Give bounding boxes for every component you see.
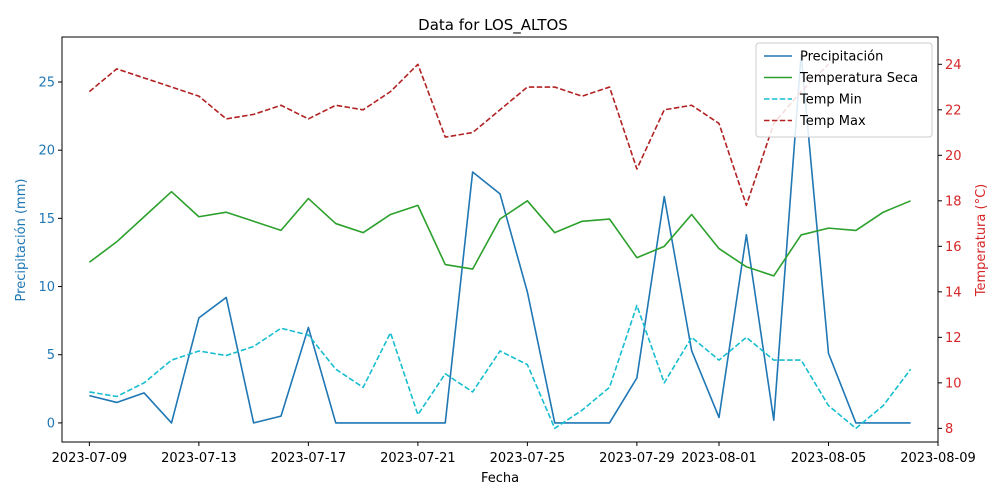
x-axis-label: Fecha: [481, 471, 519, 486]
x-tick-label-7: 2023-08-05: [791, 451, 867, 466]
right-y-tick-label-4: 16: [945, 240, 962, 255]
series-line-2: [89, 304, 912, 430]
right-y-tick-label-7: 22: [945, 103, 962, 118]
x-tick-label-0: 2023-07-09: [52, 451, 128, 466]
x-tick-label-2: 2023-07-17: [271, 451, 347, 466]
legend-label-3: Temp Max: [799, 114, 866, 129]
legend-label-0: Precipitación: [800, 50, 883, 65]
legend-label-1: Temperatura Seca: [799, 71, 918, 86]
series-line-0: [89, 53, 911, 424]
left-y-tick-label-1: 5: [47, 348, 55, 363]
x-tick-label-8: 2023-08-09: [900, 451, 976, 466]
right-y-tick-label-8: 24: [945, 58, 962, 73]
right-y-tick-label-5: 18: [945, 194, 962, 209]
left-y-axis: 0 5 10 15 20 25: [38, 76, 62, 431]
x-tick-label-1: 2023-07-13: [161, 451, 237, 466]
legend-box: [755, 42, 933, 138]
left-y-tick-label-3: 15: [38, 212, 55, 227]
series-line-3: [88, 63, 830, 207]
right-y-tick-label-2: 12: [945, 331, 962, 346]
legend-label-2: Temp Min: [799, 93, 862, 108]
right-y-tick-label-0: 8: [945, 422, 953, 437]
right-y-tick-label-6: 20: [945, 149, 962, 164]
left-y-tick-label-5: 25: [38, 76, 55, 91]
x-axis: 2023-07-09 2023-07-13 2023-07-17 2023-07-21…: [52, 442, 976, 466]
legend: Precipitación Temperatura Seca Temp Min Tem…: [755, 42, 933, 138]
x-tick-label-4: 2023-07-25: [490, 451, 566, 466]
right-y-tick-label-3: 14: [945, 285, 962, 300]
plot-frame: [61, 36, 939, 443]
right-y-tick-label-1: 10: [945, 376, 962, 391]
left-y-tick-label-2: 10: [38, 280, 55, 295]
chart-title: Data for LOS_ALTOS: [418, 16, 568, 35]
x-tick-label-3: 2023-07-21: [380, 451, 456, 466]
right-y-axis-label: Temperatura (°C): [974, 184, 989, 297]
x-tick-label-6: 2023-08-01: [681, 451, 757, 466]
right-y-axis: 8 10 12 14 16 18 20 22 24: [938, 58, 962, 437]
x-tick-label-5: 2023-07-29: [599, 451, 675, 466]
left-y-tick-label-0: 0: [47, 416, 55, 431]
plot-lines: [88, 53, 912, 430]
left-y-axis-label: Precipitación (mm): [14, 179, 29, 302]
left-y-tick-label-4: 20: [38, 144, 55, 159]
series-line-1: [88, 190, 911, 277]
